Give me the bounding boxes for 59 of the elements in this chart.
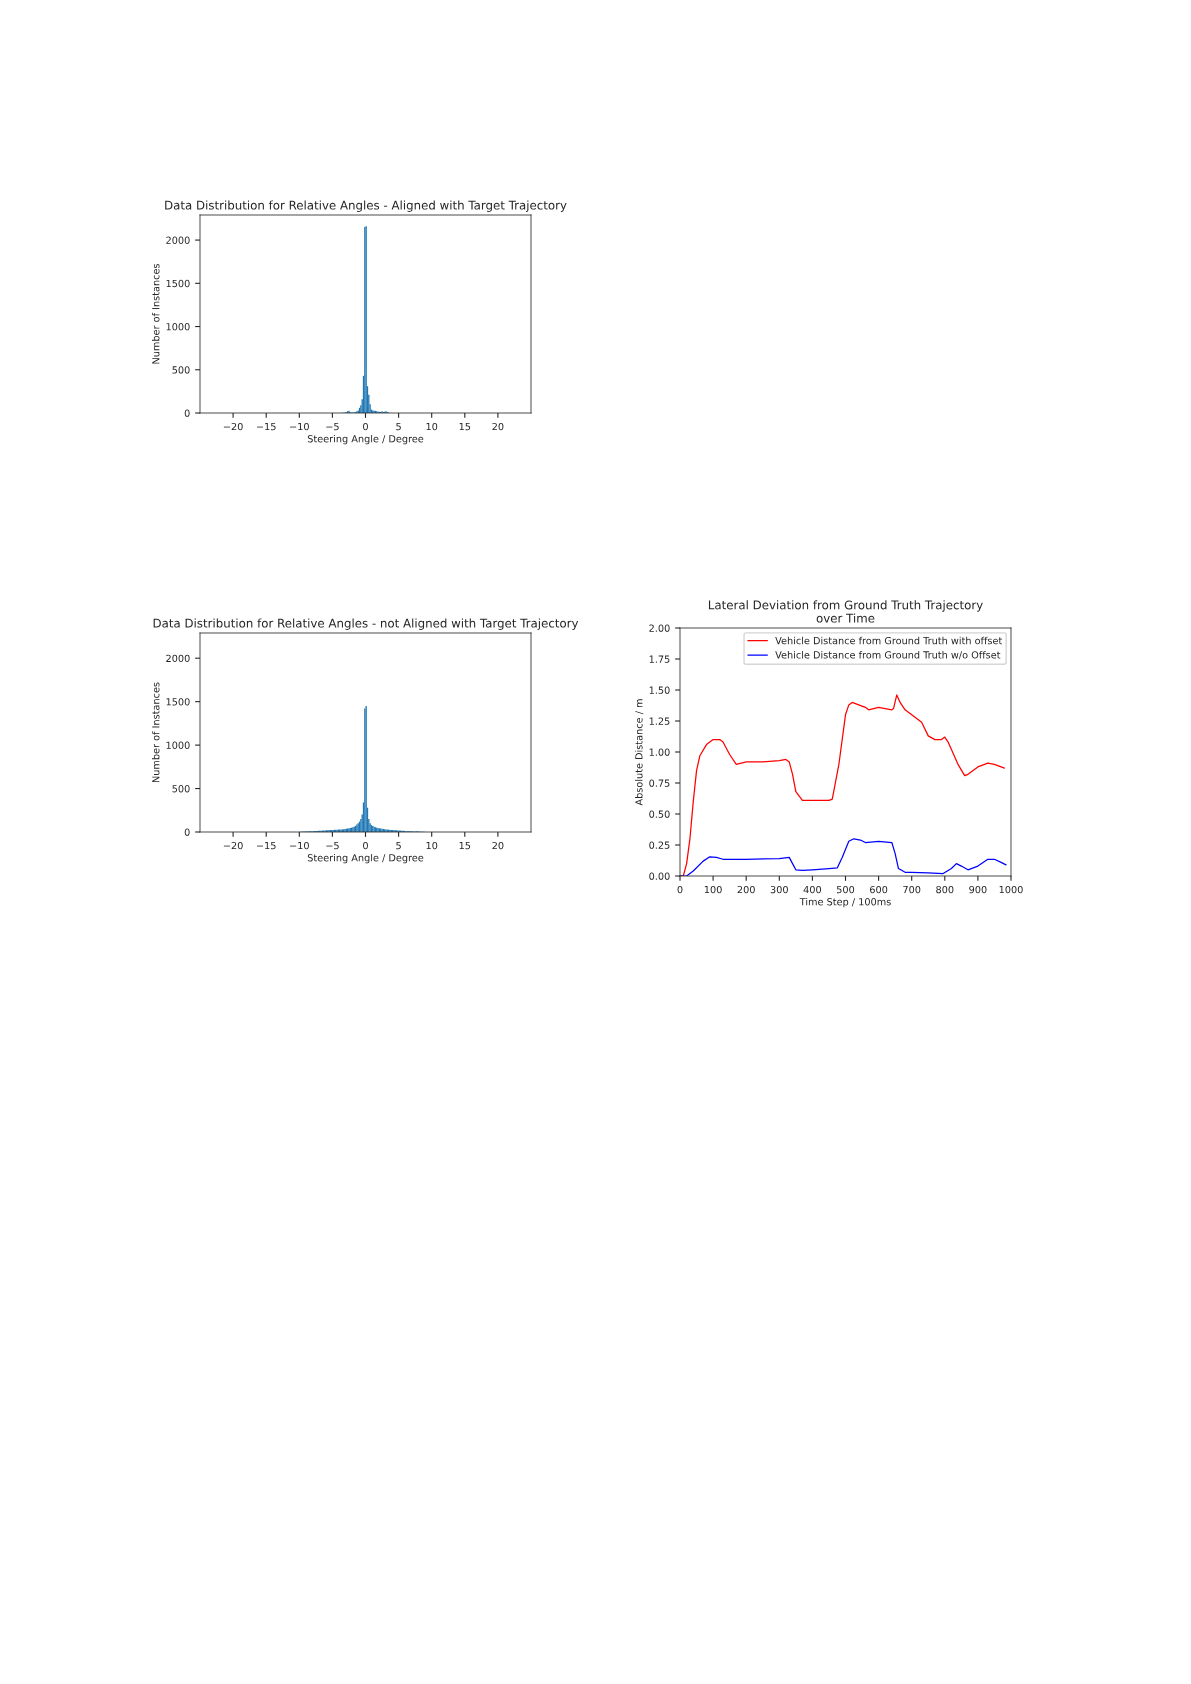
y-tick-label: 0.75: [649, 779, 670, 787]
x-tick-label: 5: [396, 842, 401, 850]
x-tick-label: −20: [223, 841, 243, 850]
y-tick-label: 500: [172, 366, 190, 374]
x-tick-label: 700: [903, 885, 921, 894]
x-axis-title: Steering Angle / Degree: [307, 853, 424, 864]
x-tick-label: 500: [836, 885, 855, 894]
x-tick-label: −10: [290, 422, 309, 431]
x-tick-label: −20: [223, 422, 243, 431]
x-tick-label: 100: [704, 885, 722, 894]
y-axis-title: Number of Instances: [151, 682, 160, 783]
y-tick-label: 1000: [166, 741, 190, 749]
y-tick-label: 1.50: [649, 686, 670, 694]
x-tick-label: 0: [363, 841, 368, 850]
x-tick-label: 600: [870, 885, 888, 894]
x-tick-label: 10: [426, 422, 438, 431]
y-tick-label: 1.75: [649, 655, 670, 663]
x-tick-label: 800: [936, 885, 954, 894]
y-tick-label: 1.25: [649, 717, 670, 725]
x-tick-label: 20: [492, 841, 504, 850]
y-tick-label: 1500: [166, 279, 190, 288]
chart-title: Data Distribution for Relative Angles - not Aligned with Target Trajectory: [153, 618, 579, 630]
y-tick-label: 2.00: [649, 624, 670, 632]
y-tick-label: 0.25: [649, 841, 670, 849]
y-tick-label: 1.00: [649, 748, 670, 756]
y-tick-label: 2000: [166, 654, 190, 663]
chart-title: Data Distribution for Relative Angles - Aligned with Target Trajectory: [165, 200, 567, 212]
x-tick-label: −15: [256, 842, 276, 850]
x-tick-label: 5: [396, 423, 401, 431]
x-tick-label: 900: [969, 885, 987, 894]
x-tick-label: 1000: [999, 885, 1023, 894]
y-axis-title: Number of Instances: [151, 263, 160, 364]
legend-label: Vehicle Distance from Ground Truth w/o Offset: [775, 651, 1001, 660]
chart-title: Lateral Deviation from Ground Truth Trajectory over Time: [708, 600, 983, 623]
y-axis-title: Absolute Distance / m: [635, 699, 644, 806]
y-tick-label: 0: [184, 409, 190, 417]
x-tick-label: 0: [677, 885, 683, 894]
x-tick-label: 300: [770, 885, 788, 894]
y-tick-label: 2000: [166, 236, 190, 244]
x-axis-title: Time Step / 100ms: [799, 897, 891, 908]
x-tick-label: −10: [290, 841, 309, 850]
y-tick-label: 1000: [166, 323, 190, 331]
x-tick-label: −5: [326, 842, 339, 850]
x-tick-label: 20: [492, 422, 504, 431]
x-tick-label: 0: [363, 422, 368, 431]
y-tick-label: 0.50: [649, 810, 670, 818]
y-tick-label: 500: [172, 785, 190, 793]
x-tick-label: −15: [256, 423, 276, 431]
y-tick-label: 0.00: [649, 872, 670, 880]
y-tick-label: 0: [184, 828, 190, 836]
x-tick-label: 10: [426, 841, 438, 850]
x-tick-label: 200: [737, 885, 755, 894]
x-tick-label: 400: [803, 885, 822, 894]
x-tick-label: 15: [459, 423, 471, 431]
legend-label: Vehicle Distance from Ground Truth with offset: [775, 636, 1003, 645]
y-tick-label: 1500: [166, 698, 190, 706]
x-axis-title: Steering Angle / Degree: [307, 434, 424, 445]
x-tick-label: −5: [326, 423, 339, 431]
x-tick-label: 15: [459, 842, 471, 850]
